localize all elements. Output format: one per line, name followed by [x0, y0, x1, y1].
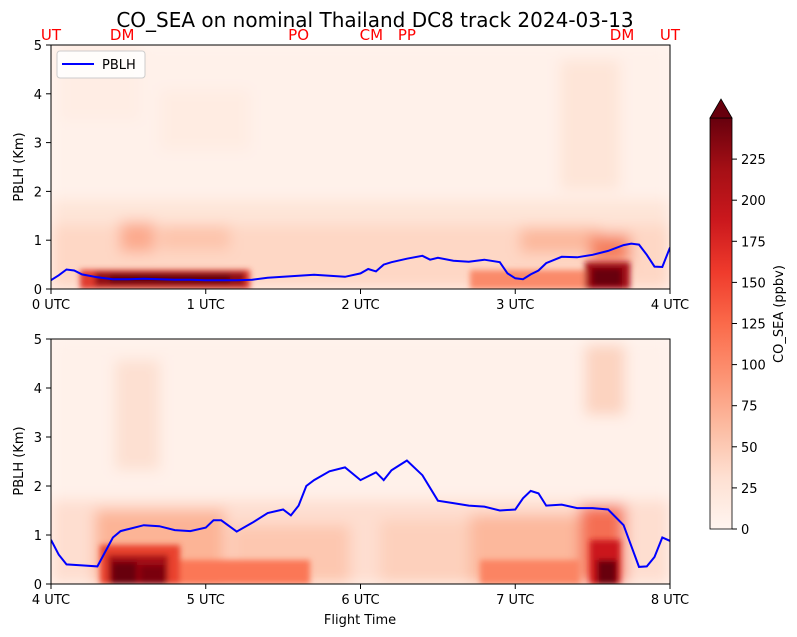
- colorbar-extend-arrow: [709, 98, 733, 119]
- legend: PBLH: [56, 50, 146, 79]
- top-y-tick-label: 3: [34, 137, 42, 152]
- top-y-tick-label: 2: [34, 185, 42, 200]
- top-y-tick-label: 1: [34, 234, 42, 249]
- bottom-x-tick-label: 4 UTC: [32, 593, 70, 608]
- colorbar-tick-label: 100: [741, 359, 766, 374]
- top-x-tick-label: 1 UTC: [187, 298, 225, 313]
- colorbar: 0 25 50 75 100 125 150 175 200 225 CO_SEA (ppbv): [709, 98, 787, 538]
- colorbar-tick-label: 150: [741, 276, 766, 291]
- top-pblh-line: [51, 242, 670, 282]
- chart-title: CO_SEA on nominal Thailand DC8 track 202…: [116, 8, 633, 32]
- top-y-tick-label: 5: [34, 39, 42, 54]
- colorbar-tick-label: 225: [741, 153, 766, 168]
- bottom-panel: 4 UTC 5 UTC 6 UTC 7 UTC 8 UTC 0 1 2 3 4 5 PBLH (Km…: [12, 333, 689, 628]
- colorbar-tick-label: 175: [741, 235, 766, 250]
- bottom-y-tick-label: 1: [34, 529, 42, 544]
- site-label: UT: [660, 26, 681, 44]
- colorbar-tick-label: 200: [741, 194, 766, 209]
- top-x-tick-label: 4 UTC: [651, 298, 689, 313]
- site-label: DM: [610, 26, 635, 44]
- bottom-axis-ticks: 4 UTC 5 UTC 6 UTC 7 UTC 8 UTC 0 1 2 3 4 5: [32, 333, 689, 608]
- top-axis-ticks: 0 UTC 1 UTC 2 UTC 3 UTC 4 UTC 0 1 2 3 4 5: [32, 39, 689, 313]
- site-label: PP: [398, 26, 416, 44]
- legend-box: [56, 50, 146, 79]
- bottom-y-tick-label: 2: [34, 480, 42, 495]
- colorbar-tick-label: 125: [741, 318, 766, 333]
- bottom-pblh-line: [51, 459, 670, 568]
- colorbar-tick-label: 75: [741, 400, 758, 415]
- top-panel: 0 UTC 1 UTC 2 UTC 3 UTC 4 UTC 0 1 2 3 4 5 PBLH (Km…: [12, 39, 689, 313]
- legend-label-pblh: PBLH: [102, 58, 136, 73]
- site-label: CM: [360, 26, 383, 44]
- site-labels: UT DM PO CM PP DM UT: [41, 26, 681, 44]
- colorbar-tick-label: 0: [741, 523, 749, 538]
- top-y-tick-label: 0: [34, 283, 42, 298]
- site-label: DM: [110, 26, 135, 44]
- bottom-x-tick-label: 8 UTC: [651, 593, 689, 608]
- colorbar-tick-label: 25: [741, 482, 758, 497]
- bottom-y-axis-label: PBLH (Km): [12, 426, 27, 495]
- x-axis-label: Flight Time: [324, 613, 396, 628]
- bottom-x-tick-label: 5 UTC: [187, 593, 225, 608]
- site-label: UT: [41, 26, 62, 44]
- top-y-tick-label: 4: [34, 88, 42, 103]
- top-x-tick-label: 3 UTC: [496, 298, 534, 313]
- top-y-axis-label: PBLH (Km): [12, 132, 27, 201]
- bottom-y-tick-label: 3: [34, 431, 42, 446]
- top-x-tick-label: 0 UTC: [32, 298, 70, 313]
- colorbar-tick-label: 50: [741, 441, 758, 456]
- colorbar-gradient: [709, 117, 733, 530]
- colorbar-label: CO_SEA (ppbv): [772, 265, 787, 363]
- top-x-tick-label: 2 UTC: [341, 298, 379, 313]
- bottom-y-tick-label: 0: [34, 578, 42, 593]
- bottom-heatmap: [51, 339, 670, 584]
- bottom-x-tick-label: 6 UTC: [341, 593, 379, 608]
- site-label: PO: [288, 26, 309, 44]
- colorbar-ticks: 0 25 50 75 100 125 150 175 200 225: [732, 153, 766, 538]
- bottom-y-tick-label: 4: [34, 382, 42, 397]
- bottom-y-tick-label: 5: [34, 333, 42, 348]
- bottom-x-tick-label: 7 UTC: [496, 593, 534, 608]
